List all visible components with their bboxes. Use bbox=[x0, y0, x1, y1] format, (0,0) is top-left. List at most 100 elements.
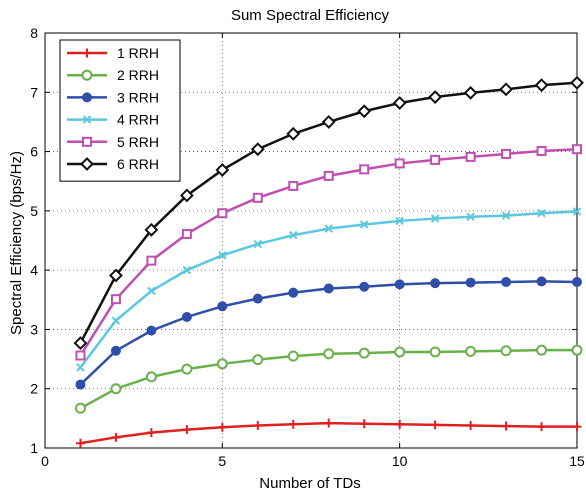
data-point-5-rrh bbox=[394, 158, 405, 169]
data-point-1-rrh bbox=[537, 422, 547, 432]
data-point-1-rrh bbox=[217, 422, 227, 432]
plot-area-frame bbox=[44, 32, 578, 449]
y-tick-label: 6 bbox=[30, 144, 38, 160]
data-point-4-rrh bbox=[430, 214, 440, 223]
data-point-6-rrh bbox=[357, 104, 372, 119]
series-2-rrh bbox=[74, 344, 583, 414]
legend-item-2-rrh: 2 RRH bbox=[67, 67, 159, 83]
legend-item-6-rrh: 6 RRH bbox=[67, 156, 159, 172]
data-point-3-rrh bbox=[217, 301, 228, 312]
legend-item-3-rrh: 3 RRH bbox=[67, 89, 159, 105]
data-point-3-rrh bbox=[536, 276, 547, 287]
legend-label-2-rrh: 2 RRH bbox=[117, 67, 159, 83]
x-tick-label: 5 bbox=[218, 453, 226, 469]
data-point-4-rrh bbox=[147, 286, 156, 296]
data-point-6-rrh bbox=[499, 82, 513, 97]
legend-marker-1-rrh bbox=[82, 48, 92, 58]
data-point-6-rrh bbox=[321, 115, 336, 129]
data-point-3-rrh bbox=[181, 311, 192, 322]
data-point-6-rrh bbox=[109, 268, 123, 283]
data-point-1-rrh bbox=[288, 419, 298, 429]
data-point-1-rrh bbox=[111, 432, 121, 442]
data-point-5-rrh bbox=[572, 144, 582, 155]
data-point-1-rrh bbox=[430, 420, 440, 430]
x-tick-label: 0 bbox=[41, 453, 49, 469]
data-point-3-rrh bbox=[359, 281, 370, 292]
data-point-5-rrh bbox=[323, 170, 334, 181]
data-point-6-rrh bbox=[215, 163, 230, 177]
data-point-2-rrh bbox=[429, 346, 441, 358]
x-tick-label: 15 bbox=[569, 453, 585, 469]
data-point-4-rrh bbox=[111, 316, 121, 325]
data-point-6-rrh bbox=[570, 75, 584, 90]
data-point-5-rrh bbox=[252, 192, 263, 203]
data-point-5-rrh bbox=[430, 154, 441, 165]
data-point-2-rrh bbox=[500, 345, 512, 357]
data-point-2-rrh bbox=[358, 347, 370, 359]
series-1-rrh bbox=[75, 418, 582, 448]
data-point-5-rrh bbox=[288, 180, 299, 191]
legend: 1 RRH 2 RRH 3 RRH 4 RRH 5 RRH 6 RRH bbox=[59, 39, 181, 182]
data-point-3-rrh bbox=[430, 278, 441, 289]
legend-box bbox=[59, 39, 181, 182]
y-tick-label: 7 bbox=[30, 84, 38, 100]
data-point-3-rrh bbox=[288, 287, 299, 298]
data-point-4-rrh bbox=[395, 216, 404, 226]
legend-item-4-rrh: 4 RRH bbox=[67, 112, 159, 128]
data-point-1-rrh bbox=[501, 421, 511, 431]
y-tick-label: 1 bbox=[30, 440, 38, 456]
data-point-5-rrh bbox=[501, 148, 512, 159]
data-point-2-rrh bbox=[181, 363, 193, 375]
data-point-1-rrh bbox=[182, 425, 192, 435]
data-point-4-rrh bbox=[501, 211, 511, 220]
chart-title: Sum Spectral Efficiency bbox=[231, 7, 390, 24]
data-point-3-rrh bbox=[323, 283, 334, 294]
data-point-6-rrh bbox=[250, 142, 265, 157]
y-tick-label: 4 bbox=[30, 262, 38, 278]
data-point-4-rrh bbox=[218, 251, 227, 260]
legend-marker-6-rrh bbox=[80, 157, 94, 171]
data-point-5-rrh bbox=[75, 350, 86, 361]
data-point-5-rrh bbox=[146, 255, 157, 266]
data-point-6-rrh bbox=[428, 90, 443, 104]
data-point-4-rrh bbox=[572, 207, 582, 216]
data-point-5-rrh bbox=[110, 294, 121, 305]
data-point-1-rrh bbox=[324, 418, 334, 428]
data-point-5-rrh bbox=[181, 228, 192, 239]
data-point-6-rrh bbox=[144, 222, 159, 237]
data-point-3-rrh bbox=[501, 277, 512, 287]
data-point-2-rrh bbox=[252, 354, 264, 366]
legend-label-1-rrh: 1 RRH bbox=[117, 45, 159, 61]
data-point-6-rrh bbox=[392, 96, 407, 110]
data-point-4-rrh bbox=[253, 239, 263, 249]
axis-ticks: 0 5 10 15 1 2 3 4 5 6 7 8 bbox=[30, 25, 585, 469]
x-tick-label: 10 bbox=[392, 453, 408, 469]
legend-item-1-rrh: 1 RRH bbox=[67, 45, 159, 61]
data-point-1-rrh bbox=[75, 438, 85, 448]
data-point-5-rrh bbox=[359, 164, 370, 175]
y-tick-label: 5 bbox=[30, 203, 38, 219]
series-3-rrh bbox=[75, 276, 582, 390]
y-tick-label: 8 bbox=[30, 25, 38, 41]
data-point-2-rrh bbox=[110, 383, 122, 395]
data-point-1-rrh bbox=[359, 419, 369, 429]
data-point-3-rrh bbox=[252, 293, 263, 304]
legend-label-6-rrh: 6 RRH bbox=[117, 156, 159, 172]
y-tick-label: 2 bbox=[30, 381, 38, 397]
legend-marker-3-rrh bbox=[82, 92, 92, 103]
data-point-2-rrh bbox=[323, 348, 335, 360]
series-layer bbox=[73, 75, 584, 448]
data-point-4-rrh bbox=[359, 220, 369, 229]
data-point-2-rrh bbox=[287, 350, 299, 362]
series-5-rrh bbox=[75, 144, 582, 361]
data-point-1-rrh bbox=[572, 422, 582, 432]
data-point-2-rrh bbox=[571, 344, 583, 356]
data-point-2-rrh bbox=[145, 371, 157, 383]
data-point-1-rrh bbox=[146, 428, 156, 438]
data-point-2-rrh bbox=[465, 345, 477, 357]
data-point-1-rrh bbox=[466, 420, 476, 430]
legend-label-5-rrh: 5 RRH bbox=[117, 134, 159, 150]
data-point-2-rrh bbox=[394, 346, 406, 358]
data-point-3-rrh bbox=[146, 325, 157, 336]
data-point-5-rrh bbox=[465, 151, 476, 162]
